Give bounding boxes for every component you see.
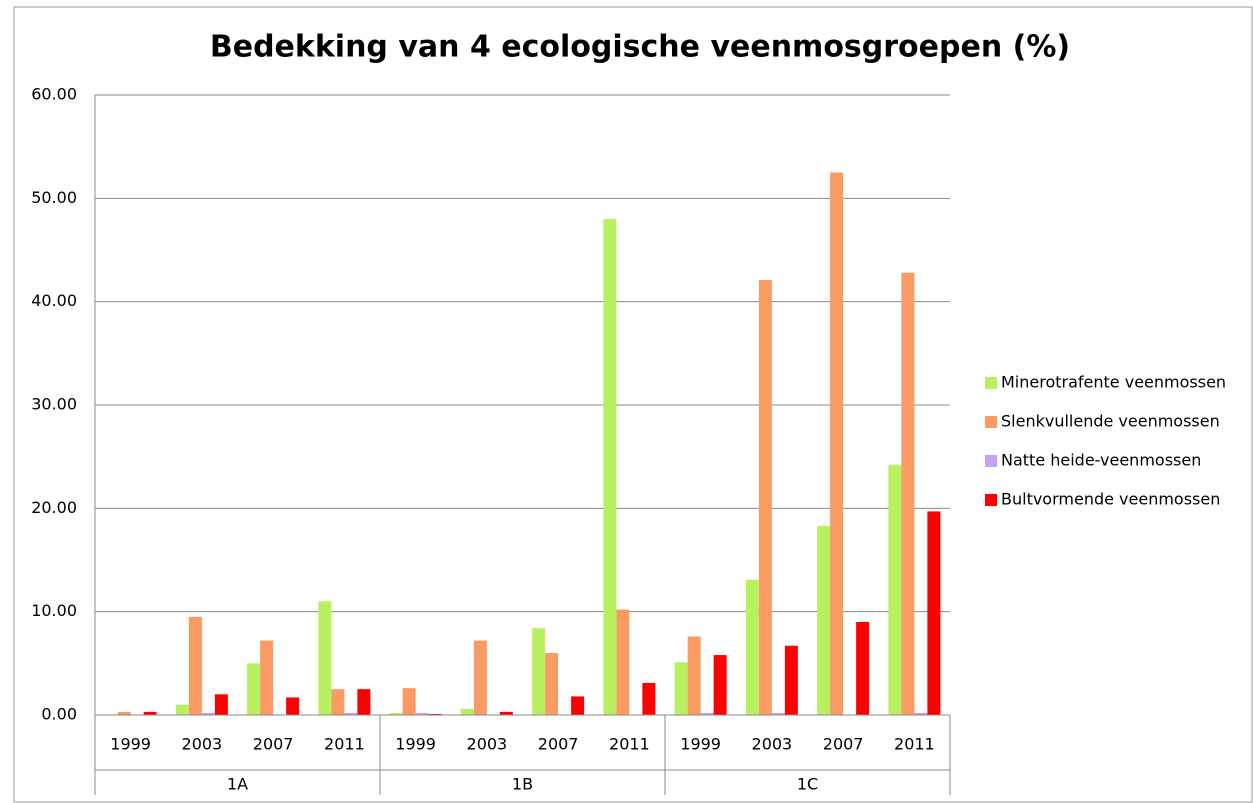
x-tick-label: 2003 — [467, 735, 508, 754]
bar — [415, 712, 429, 715]
bar — [247, 663, 261, 715]
legend-swatch — [985, 377, 997, 389]
bar — [473, 640, 487, 715]
legend-swatch — [985, 416, 997, 428]
bar — [571, 696, 585, 715]
bar — [389, 712, 403, 715]
bar — [700, 712, 714, 715]
x-tick-label: 2007 — [538, 735, 579, 754]
bar — [674, 662, 688, 715]
bar — [318, 601, 332, 715]
x-tick-label: 2007 — [253, 735, 294, 754]
bar — [603, 219, 617, 715]
group-label: 1A — [227, 775, 248, 794]
y-tick-label: 10.00 — [31, 601, 77, 620]
bar — [914, 712, 928, 715]
x-tick-label: 2003 — [752, 735, 793, 754]
bar — [286, 697, 300, 715]
bar — [117, 711, 131, 715]
y-tick-label: 20.00 — [31, 498, 77, 517]
y-tick-label: 30.00 — [31, 395, 77, 414]
x-tick-label: 1999 — [680, 735, 721, 754]
bar — [331, 689, 345, 715]
bar — [545, 653, 559, 715]
bar — [856, 622, 870, 715]
bar — [687, 636, 701, 715]
y-tick-label: 40.00 — [31, 291, 77, 310]
x-tick-label: 2003 — [182, 735, 223, 754]
legend-swatch — [985, 455, 997, 467]
y-tick-label: 0.00 — [41, 705, 77, 724]
bar — [713, 655, 727, 715]
bar — [499, 711, 513, 715]
bar — [214, 694, 228, 715]
bar — [532, 628, 546, 715]
bar — [745, 579, 759, 715]
bar — [901, 272, 915, 715]
x-tick-label: 2011 — [324, 735, 365, 754]
x-tick-label: 1999 — [110, 735, 151, 754]
group-label: 1C — [797, 775, 818, 794]
bar — [143, 711, 157, 715]
bar — [201, 712, 215, 715]
x-tick-label: 2011 — [894, 735, 935, 754]
x-tick-label: 2011 — [609, 735, 650, 754]
bar — [888, 464, 902, 715]
bar — [428, 713, 442, 715]
legend-label: Natte heide-veenmossen — [1001, 451, 1201, 470]
x-tick-label: 1999 — [395, 735, 436, 754]
legend-label: Minerotrafente veenmossen — [1001, 373, 1226, 392]
bar — [175, 704, 189, 715]
bar — [357, 689, 371, 715]
y-tick-label: 60.00 — [31, 85, 77, 104]
bar — [642, 682, 656, 715]
chart-title: Bedekking van 4 ecologische veenmosgroep… — [210, 30, 1070, 65]
y-tick-label: 50.00 — [31, 188, 77, 207]
bar — [616, 609, 630, 715]
legend-swatch — [985, 494, 997, 506]
bar — [188, 616, 202, 715]
bar — [817, 525, 831, 715]
bar — [758, 279, 772, 715]
x-tick-label: 2007 — [823, 735, 864, 754]
bar — [927, 511, 941, 715]
bar — [830, 172, 844, 715]
bar — [460, 708, 474, 715]
group-label: 1B — [512, 775, 533, 794]
bar — [260, 640, 274, 715]
bar — [771, 712, 785, 715]
legend-label: Slenkvullende veenmossen — [1001, 412, 1220, 431]
bar — [344, 712, 358, 715]
bar — [784, 645, 798, 715]
legend-label: Bultvormende veenmossen — [1001, 490, 1220, 509]
bar — [402, 688, 416, 715]
